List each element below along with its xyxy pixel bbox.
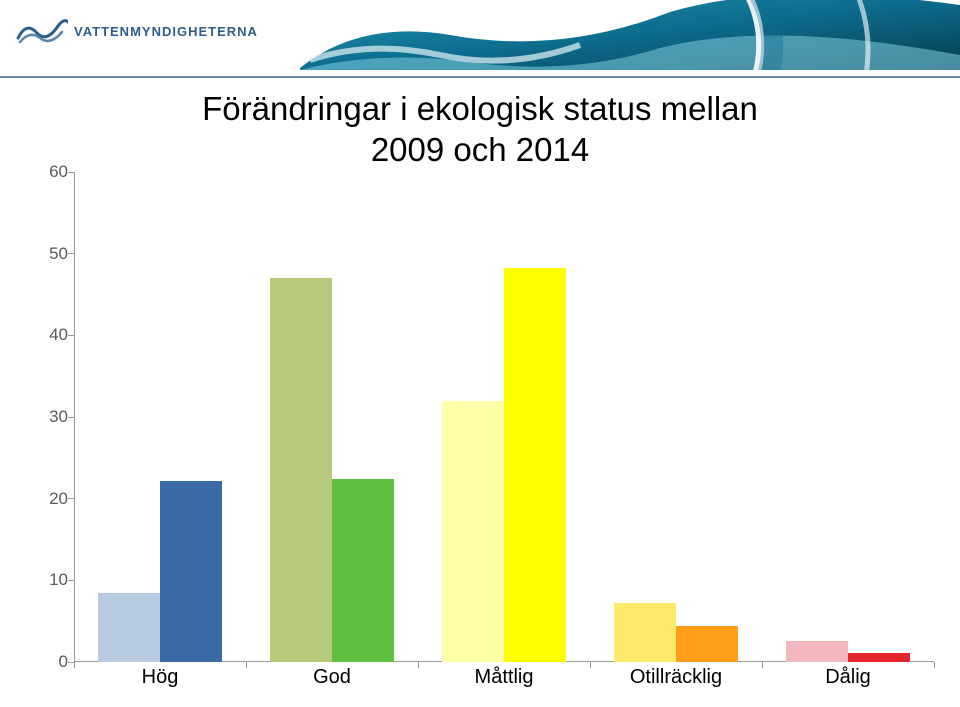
y-tick [68,172,74,173]
x-category-label: Dålig [825,666,871,689]
y-tick-label: 0 [30,652,68,672]
x-category-label: Otillräcklig [630,666,722,689]
title-line-1: Förändringar i ekologisk status mellan [0,88,960,129]
bar [786,641,848,662]
logo-text: VATTENMYNDIGHETERNA [74,24,258,39]
y-tick-label: 60 [30,162,68,182]
x-axis-labels: Hög God Måttlig Otillräcklig Dålig [74,666,934,690]
logo: VATTENMYNDIGHETERNA [16,18,258,44]
y-tick-label: 50 [30,244,68,264]
plot-area [74,172,934,662]
y-tick [68,580,74,581]
y-axis [74,172,75,662]
y-tick [68,335,74,336]
bar [270,278,332,662]
bar [676,626,738,662]
y-tick [68,498,74,499]
bar [442,401,504,662]
chart-title: Förändringar i ekologisk status mellan 2… [0,88,960,171]
header-divider [0,76,960,78]
bar [848,653,910,662]
y-tick [68,253,74,254]
y-tick-label: 30 [30,407,68,427]
header-water-graphic [300,0,960,70]
y-tick-label: 10 [30,570,68,590]
y-tick-label: 20 [30,489,68,509]
bar [98,593,160,662]
y-tick [68,417,74,418]
x-category-label: Måttlig [475,666,534,689]
y-tick-label: 40 [30,325,68,345]
x-tick [934,662,935,668]
x-category-label: God [313,666,351,689]
chart: Hög God Måttlig Otillräcklig Dålig 0 10 20 30 40… [30,172,934,694]
header-banner: VATTENMYNDIGHETERNA [0,0,960,78]
logo-wave-icon [16,18,68,44]
x-category-label: Hög [142,666,179,689]
title-line-2: 2009 och 2014 [0,129,960,170]
bar [614,603,676,662]
bar [160,481,222,662]
bar [504,268,566,662]
bar [332,479,394,662]
